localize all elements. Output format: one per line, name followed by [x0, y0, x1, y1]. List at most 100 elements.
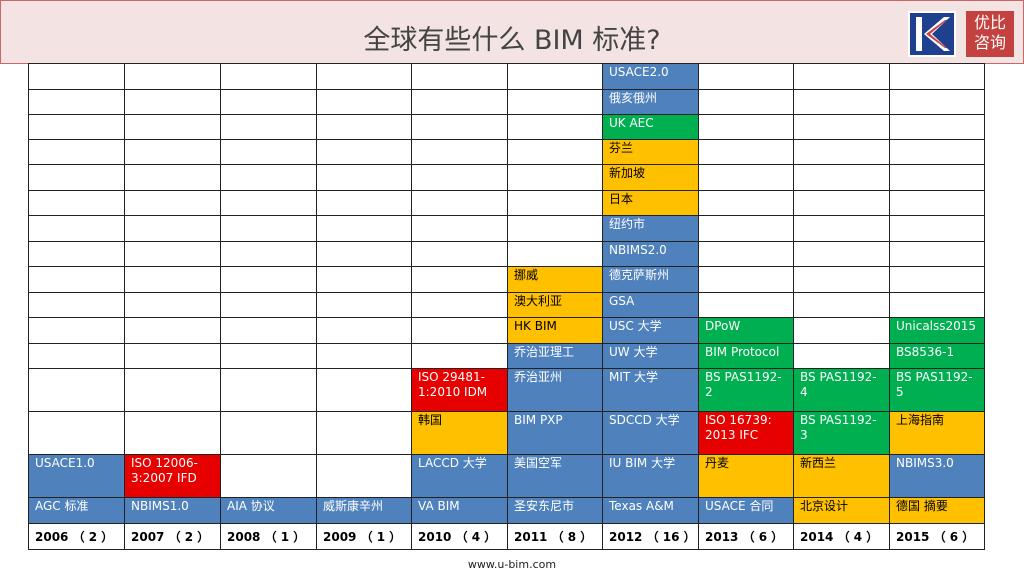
empty-cell — [411, 266, 508, 293]
table-row: 韩国 BIM PXP SDCCD 大学 ISO 16739: 2013 IFC … — [28, 411, 985, 455]
standard-cell: VA BIM — [411, 497, 508, 524]
empty-cell — [124, 241, 221, 267]
empty-cell — [316, 368, 412, 412]
empty-cell — [124, 139, 221, 165]
empty-cell — [220, 411, 317, 455]
standard-cell: MIT 大学 — [602, 368, 699, 412]
empty-cell — [889, 241, 985, 267]
footer-url[interactable]: www.u-bim.com — [467, 558, 557, 571]
year-cell: 2010 （ 4 ） — [411, 523, 508, 550]
standard-cell: BS PAS1192-4 — [793, 368, 890, 412]
table-row: 乔治亚理工 UW 大学 BIM Protocol BS8536-1 — [28, 343, 985, 369]
standard-cell: 上海指南 — [889, 411, 985, 455]
empty-cell — [316, 139, 412, 165]
table-row: ISO 29481-1:2010 IDM 乔治亚州 MIT 大学 BS PAS1… — [28, 368, 985, 412]
year-cell: 2007 （ 2 ） — [124, 523, 221, 550]
empty-cell — [28, 164, 125, 191]
standard-cell: 新西兰 — [793, 454, 890, 498]
standard-cell: AGC 标准 — [28, 497, 125, 524]
standard-cell: 丹麦 — [698, 454, 794, 498]
year-cell: 2012 （ 16 ） — [602, 523, 699, 550]
standard-cell: 乔治亚理工 — [507, 343, 603, 369]
empty-cell — [28, 89, 125, 115]
empty-cell — [220, 368, 317, 412]
standard-cell: 澳大利亚 — [507, 292, 603, 318]
empty-cell — [507, 164, 603, 191]
empty-cell — [889, 292, 985, 318]
empty-cell — [698, 241, 794, 267]
standard-cell: 威斯康辛州 — [316, 497, 412, 524]
standard-cell: BS8536-1 — [889, 343, 985, 369]
empty-cell — [411, 139, 508, 165]
standard-cell: Unicalss2015 — [889, 317, 985, 344]
empty-cell — [28, 292, 125, 318]
table-row: AGC 标准 NBIMS1.0 AIA 协议 威斯康辛州 VA BIM 圣安东尼… — [28, 497, 985, 524]
title-bar — [0, 0, 1024, 64]
empty-cell — [124, 114, 221, 140]
table-row: NBIMS2.0 — [28, 241, 985, 267]
table-row: 纽约市 — [28, 215, 985, 242]
empty-cell — [507, 139, 603, 165]
standard-cell: NBIMS3.0 — [889, 454, 985, 498]
empty-cell — [698, 292, 794, 318]
empty-cell — [698, 190, 794, 216]
empty-cell — [316, 343, 412, 369]
empty-cell — [220, 241, 317, 267]
empty-cell — [793, 292, 890, 318]
empty-cell — [220, 114, 317, 140]
empty-cell — [889, 139, 985, 165]
standard-cell: BS PAS1192-2 — [698, 368, 794, 412]
table-row: USACE1.0 ISO 12006-3:2007 IFD LACCD 大学 美… — [28, 454, 985, 498]
empty-cell — [889, 114, 985, 140]
empty-cell — [698, 215, 794, 242]
standard-cell: 挪威 — [507, 266, 603, 293]
empty-cell — [28, 215, 125, 242]
empty-cell — [411, 215, 508, 242]
standard-cell: USACE 合同 — [698, 497, 794, 524]
empty-cell — [124, 190, 221, 216]
empty-cell — [220, 164, 317, 191]
standard-cell: USACE2.0 — [602, 63, 699, 90]
empty-cell — [124, 63, 221, 90]
standard-cell: BIM Protocol — [698, 343, 794, 369]
empty-cell — [124, 292, 221, 318]
logo-text-line1: 优比 — [973, 13, 1006, 32]
empty-cell — [411, 63, 508, 90]
year-cell: 2006 （ 2 ） — [28, 523, 125, 550]
empty-cell — [793, 190, 890, 216]
empty-cell — [220, 139, 317, 165]
empty-cell — [889, 89, 985, 115]
empty-cell — [316, 241, 412, 267]
standard-cell: NBIMS2.0 — [602, 241, 699, 267]
standard-cell: SDCCD 大学 — [602, 411, 699, 455]
standard-cell: 俄亥俄州 — [602, 89, 699, 115]
year-cell: 2009 （ 1 ） — [316, 523, 412, 550]
empty-cell — [793, 343, 890, 369]
year-cell: 2011 （ 8 ） — [507, 523, 603, 550]
standard-cell: 乔治亚州 — [507, 368, 603, 412]
empty-cell — [793, 241, 890, 267]
empty-cell — [698, 114, 794, 140]
year-cell: 2008 （ 1 ） — [220, 523, 317, 550]
standard-cell: 韩国 — [411, 411, 508, 455]
year-cell: 2015 （ 6 ） — [889, 523, 985, 550]
standard-cell: UW 大学 — [602, 343, 699, 369]
standard-cell: NBIMS1.0 — [124, 497, 221, 524]
empty-cell — [793, 89, 890, 115]
empty-cell — [220, 215, 317, 242]
empty-cell — [411, 292, 508, 318]
year-cell: 2014 （ 4 ） — [793, 523, 890, 550]
standard-cell: BS PAS1192-5 — [889, 368, 985, 412]
empty-cell — [889, 63, 985, 90]
empty-cell — [220, 190, 317, 216]
empty-cell — [220, 292, 317, 318]
standard-cell: 纽约市 — [602, 215, 699, 242]
standard-cell: HK BIM — [507, 317, 603, 344]
empty-cell — [316, 292, 412, 318]
year-cell: 2013 （ 6 ） — [698, 523, 794, 550]
standard-cell: DPoW — [698, 317, 794, 344]
standard-cell: Texas A&M — [602, 497, 699, 524]
standard-cell: BIM PXP — [507, 411, 603, 455]
empty-cell — [889, 266, 985, 293]
empty-cell — [316, 317, 412, 344]
